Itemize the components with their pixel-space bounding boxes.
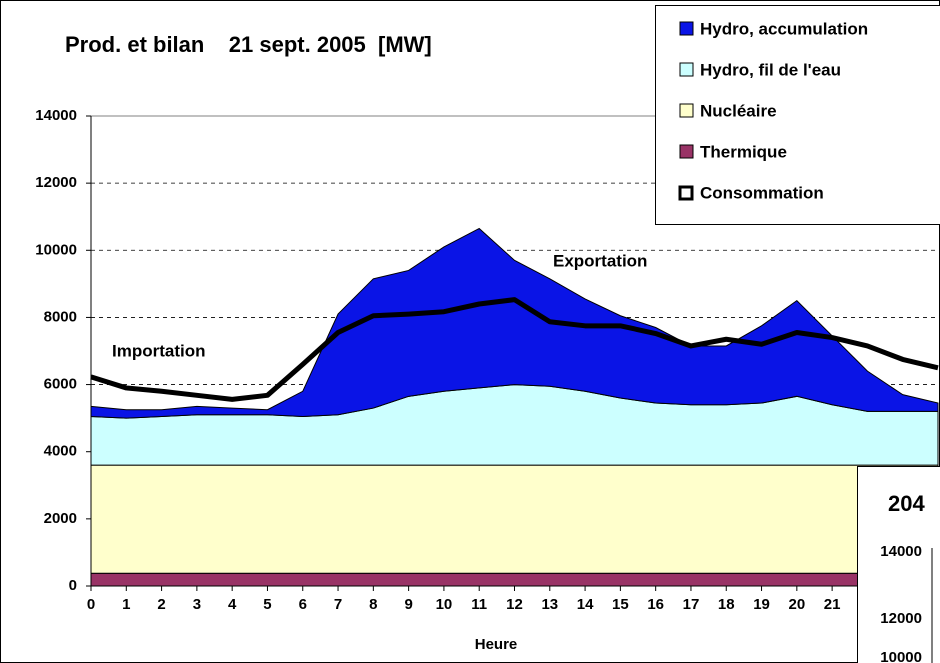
x-tick-label: 13: [541, 596, 558, 613]
overlay-box: [857, 466, 940, 663]
legend-swatch: [679, 144, 694, 159]
annotation: Exportation: [553, 251, 647, 270]
overlay-tick-label: 10000: [880, 649, 922, 663]
annotation: Importation: [112, 341, 206, 360]
y-tick-label: 0: [69, 577, 77, 594]
legend-swatch: [678, 185, 694, 201]
overlay-title: 204: [888, 491, 925, 516]
legend-label: Hydro, accumulation: [700, 19, 868, 38]
x-axis-label: Heure: [475, 636, 518, 653]
x-tick-label: 2: [157, 596, 165, 613]
y-tick-label: 14000: [35, 107, 77, 124]
x-tick-label: 6: [299, 596, 307, 613]
legend: Hydro, accumulation Hydro, fil de l'eau Nu…: [655, 5, 940, 225]
x-tick-label: 7: [334, 596, 342, 613]
x-tick-label: 19: [753, 596, 770, 613]
x-tick-label: 11: [471, 596, 487, 613]
chart-title: Prod. et bilan 21 sept. 2005 [MW]: [65, 32, 432, 57]
y-tick-label: 10000: [35, 241, 77, 258]
y-tick-label: 8000: [44, 308, 77, 325]
legend-swatch: [679, 21, 694, 36]
area: [90, 464, 939, 574]
x-tick-label: 15: [612, 596, 629, 613]
legend-swatch: [679, 62, 694, 77]
legend-label: Nucléaire: [700, 101, 777, 120]
x-tick-label: 21: [824, 596, 841, 613]
overlay-tick-label: 14000: [880, 543, 922, 560]
legend-label: Consommation: [700, 183, 824, 202]
x-tick-label: 4: [228, 596, 237, 613]
y-tick-label: 6000: [44, 376, 77, 393]
area: [90, 572, 939, 587]
x-tick-label: 8: [369, 596, 377, 613]
legend-box: [655, 5, 940, 225]
x-tick-label: 1: [122, 596, 130, 613]
overlay-tick-label: 12000: [880, 610, 922, 627]
overlay-panel: 204 14000 12000 10000: [857, 466, 940, 663]
x-tick-label: 20: [788, 596, 805, 613]
x-tick-label: 0: [87, 596, 95, 613]
legend-swatch: [679, 103, 694, 118]
x-tick-label: 16: [647, 596, 664, 613]
x-tick-label: 14: [577, 596, 594, 613]
x-tick-label: 18: [718, 596, 735, 613]
y-tick-label: 2000: [44, 510, 77, 527]
x-tick-label: 9: [404, 596, 412, 613]
y-tick-label: 4000: [44, 443, 77, 460]
area: [90, 227, 939, 419]
x-tick-label: 12: [506, 596, 523, 613]
y-tick-label: 12000: [35, 174, 77, 191]
x-tick-label: 5: [263, 596, 271, 613]
legend-label: Hydro, fil de l'eau: [700, 60, 841, 79]
x-tick-label: 17: [683, 596, 700, 613]
x-tick-label: 3: [193, 596, 201, 613]
legend-label: Thermique: [700, 142, 787, 161]
line: [90, 297, 939, 402]
x-tick-label: 10: [436, 596, 453, 613]
